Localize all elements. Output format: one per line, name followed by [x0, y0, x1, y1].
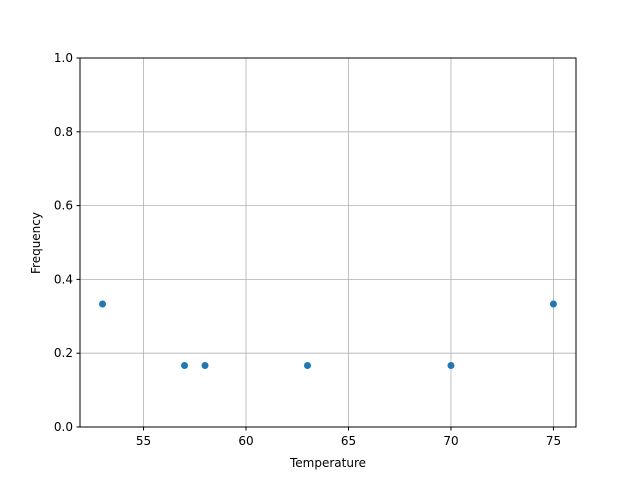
x-tick-label: 65	[341, 434, 356, 448]
x-tick-label: 60	[238, 434, 253, 448]
grid	[80, 57, 576, 428]
y-tick-label: 0.4	[54, 272, 73, 286]
y-tick-label: 0.0	[54, 420, 73, 434]
data-point	[181, 361, 189, 369]
data-point	[201, 361, 209, 369]
data-point	[549, 300, 557, 308]
data-points	[99, 300, 557, 369]
data-point	[304, 361, 312, 369]
y-tick-label: 1.0	[54, 51, 73, 65]
plot-frame	[79, 57, 577, 428]
y-tick-label: 0.6	[54, 199, 73, 213]
x-axis-label: Temperature	[289, 456, 366, 470]
ticks: 55 60 65 70 75 0.0 0.2 0.4 0.6 0.8 1.0	[54, 51, 561, 448]
x-tick-label: 55	[136, 434, 151, 448]
data-point	[447, 361, 455, 369]
y-axis-label: Frequency	[29, 212, 43, 274]
y-tick-label: 0.2	[54, 346, 73, 360]
x-tick-label: 75	[546, 434, 561, 448]
x-tick-label: 70	[443, 434, 458, 448]
data-point	[99, 300, 107, 308]
y-tick-label: 0.8	[54, 125, 73, 139]
